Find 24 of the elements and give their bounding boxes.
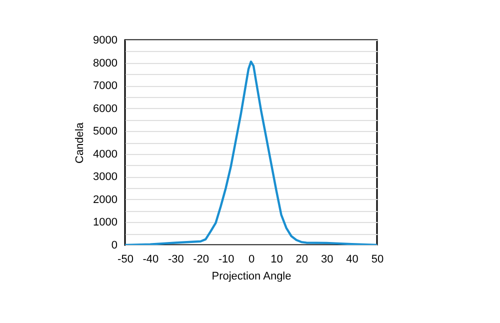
line-series <box>125 60 377 245</box>
x-tick-label: 0 <box>248 254 255 266</box>
x-tick-label: 10 <box>270 254 283 266</box>
x-tick-label: -50 <box>118 254 134 266</box>
x-tick-label: 40 <box>346 254 358 266</box>
x-tick-label: -30 <box>168 254 184 266</box>
x-tick-label: 50 <box>371 254 384 266</box>
y-tick-label: 6000 <box>93 102 118 115</box>
y-tick-label: 0 <box>111 240 118 252</box>
y-tick-label: 9000 <box>93 34 118 46</box>
y-tick-label: 8000 <box>93 57 118 70</box>
x-tick-label: 20 <box>296 254 308 266</box>
y-axis-title: Candela <box>74 122 86 164</box>
x-axis-title: Projection Angle <box>212 270 292 282</box>
y-tick-label: 4000 <box>93 148 118 160</box>
y-tick-label: 7000 <box>93 80 118 92</box>
y-tick-label: 3000 <box>93 171 118 184</box>
y-tick-label: 1000 <box>93 216 118 229</box>
x-tick-label: 30 <box>320 254 334 266</box>
x-tick-label: -20 <box>193 254 210 266</box>
x-tick-label: -10 <box>218 254 234 266</box>
x-tick-label: -40 <box>142 254 159 266</box>
y-tick-label: 5000 <box>93 126 118 138</box>
y-tick-label: 2000 <box>93 194 118 206</box>
